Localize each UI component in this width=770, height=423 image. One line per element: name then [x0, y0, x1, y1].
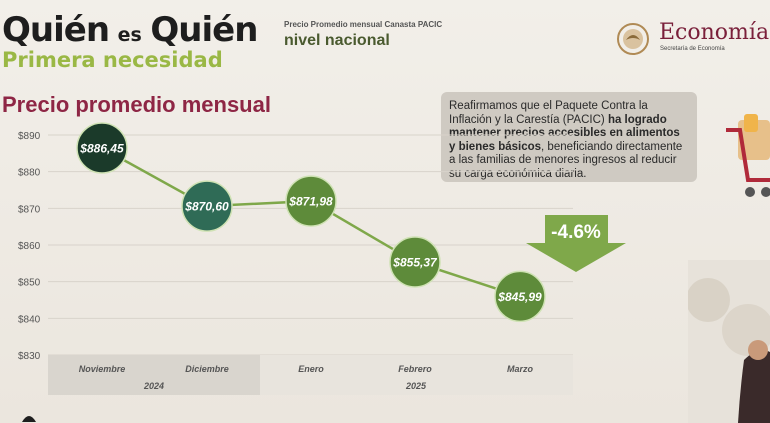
x-tick-label: Diciembre	[185, 364, 229, 374]
shopping-cart-icon	[726, 114, 770, 197]
y-axis: $890 $880 $870 $860 $850 $840 $830	[18, 131, 41, 362]
data-point	[285, 175, 337, 227]
footer-ornament-icon	[22, 416, 36, 422]
ministry-name: Economía	[659, 20, 770, 45]
brand-title: Quién es Quién	[2, 10, 258, 50]
data-label: $845,99	[497, 290, 542, 304]
x-tick-label: Marzo	[507, 364, 534, 374]
section-title: Precio promedio mensual	[2, 92, 271, 117]
x-group-label: 2024	[143, 381, 164, 391]
brand-title-part2: Quién	[150, 10, 258, 50]
series-markers: $886,45 $870,60 $871,98 $855,37 $845,99	[76, 122, 546, 323]
data-label: $855,37	[392, 255, 438, 269]
x-group-label: 2025	[405, 381, 427, 391]
price-line-chart: $890 $880 $870 $860 $850 $840 $830 Noviembre Di…	[18, 122, 626, 395]
y-tick-label: $850	[18, 278, 41, 289]
y-tick-label: $830	[18, 351, 41, 362]
brand-title-connector: es	[117, 24, 142, 46]
x-axis-band	[48, 355, 573, 395]
year-band-2025	[260, 355, 573, 395]
message-text-bold: ha logrado mantener precios accesibles e…	[449, 113, 680, 153]
data-label: $870,60	[184, 200, 229, 214]
data-point	[389, 236, 441, 288]
data-point	[494, 270, 546, 323]
message-text-1: Reafirmamos que el Paquete Contra la Inf…	[449, 100, 648, 126]
data-point	[76, 122, 128, 174]
y-tick-label: $860	[18, 241, 41, 252]
data-label: $871,98	[288, 195, 333, 209]
y-tick-label: $890	[18, 131, 41, 142]
y-tick-label: $870	[18, 204, 41, 215]
year-band-2024	[48, 355, 260, 395]
data-label: $886,45	[79, 142, 124, 156]
message-box: Reafirmamos que el Paquete Contra la Inf…	[441, 92, 697, 182]
down-arrow-icon	[526, 215, 626, 272]
header-level: nivel nacional	[284, 32, 390, 49]
y-tick-label: $880	[18, 168, 41, 179]
header-caption: Precio Promedio mensual Canasta PACIC	[284, 20, 443, 29]
eagle-emblem-icon	[617, 23, 649, 55]
x-tick-label: Febrero	[398, 364, 432, 374]
chart-grid	[48, 134, 573, 356]
ministry-subtitle: Secretaría de Economía	[660, 46, 725, 52]
y-tick-label: $840	[18, 314, 41, 325]
x-tick-label: Enero	[298, 364, 324, 374]
data-point	[181, 180, 233, 232]
presenter-image	[688, 260, 770, 423]
change-annotation: -4.6%	[526, 215, 626, 272]
x-axis: Noviembre Diciembre Enero Febrero Marzo 2024 2…	[79, 364, 534, 391]
brand-subtitle: Primera necesidad	[2, 48, 223, 72]
brand-title-part1: Quién	[2, 10, 110, 50]
change-label: -4.6%	[551, 222, 601, 243]
message-text-2: , beneficiando directamente a las famili…	[449, 140, 683, 180]
x-tick-label: Noviembre	[79, 364, 126, 374]
